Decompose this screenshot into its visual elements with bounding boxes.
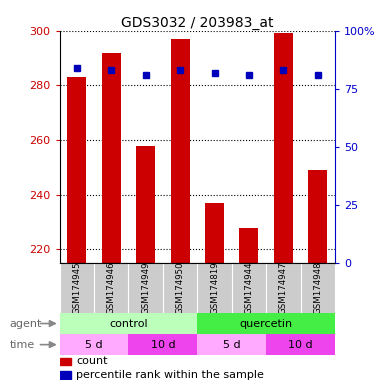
Text: count: count [76,356,108,366]
Text: GSM174949: GSM174949 [141,262,150,314]
Bar [205,203,224,263]
Bar [171,39,189,263]
Text: GSM174948: GSM174948 [313,262,322,314]
Text: GSM174947: GSM174947 [279,262,288,314]
Bar [274,33,293,263]
Text: GSM174950: GSM174950 [176,262,185,314]
Bar [102,53,121,263]
Text: 5 d: 5 d [85,339,103,350]
Bar [67,77,86,263]
Text: 10 d: 10 d [151,339,175,350]
Bar [60,334,129,355]
Bar [266,334,335,355]
Title: GDS3032 / 203983_at: GDS3032 / 203983_at [121,16,274,30]
Bar [129,334,197,355]
Bar [60,358,71,365]
Bar [308,170,327,263]
Text: 10 d: 10 d [288,339,313,350]
Text: control: control [109,318,148,329]
Text: 5 d: 5 d [223,339,241,350]
Text: agent: agent [10,318,42,329]
Text: GSM174819: GSM174819 [210,262,219,314]
Bar [60,371,71,379]
Text: GSM174944: GSM174944 [244,262,253,314]
Bar [197,313,335,334]
Text: GSM174945: GSM174945 [72,262,81,314]
Text: GSM174946: GSM174946 [107,262,116,314]
Text: percentile rank within the sample: percentile rank within the sample [76,370,264,380]
Bar [197,334,266,355]
Bar [239,227,258,263]
Text: time: time [10,339,35,350]
Bar [60,313,197,334]
Text: quercetin: quercetin [239,318,293,329]
Bar [136,146,155,263]
